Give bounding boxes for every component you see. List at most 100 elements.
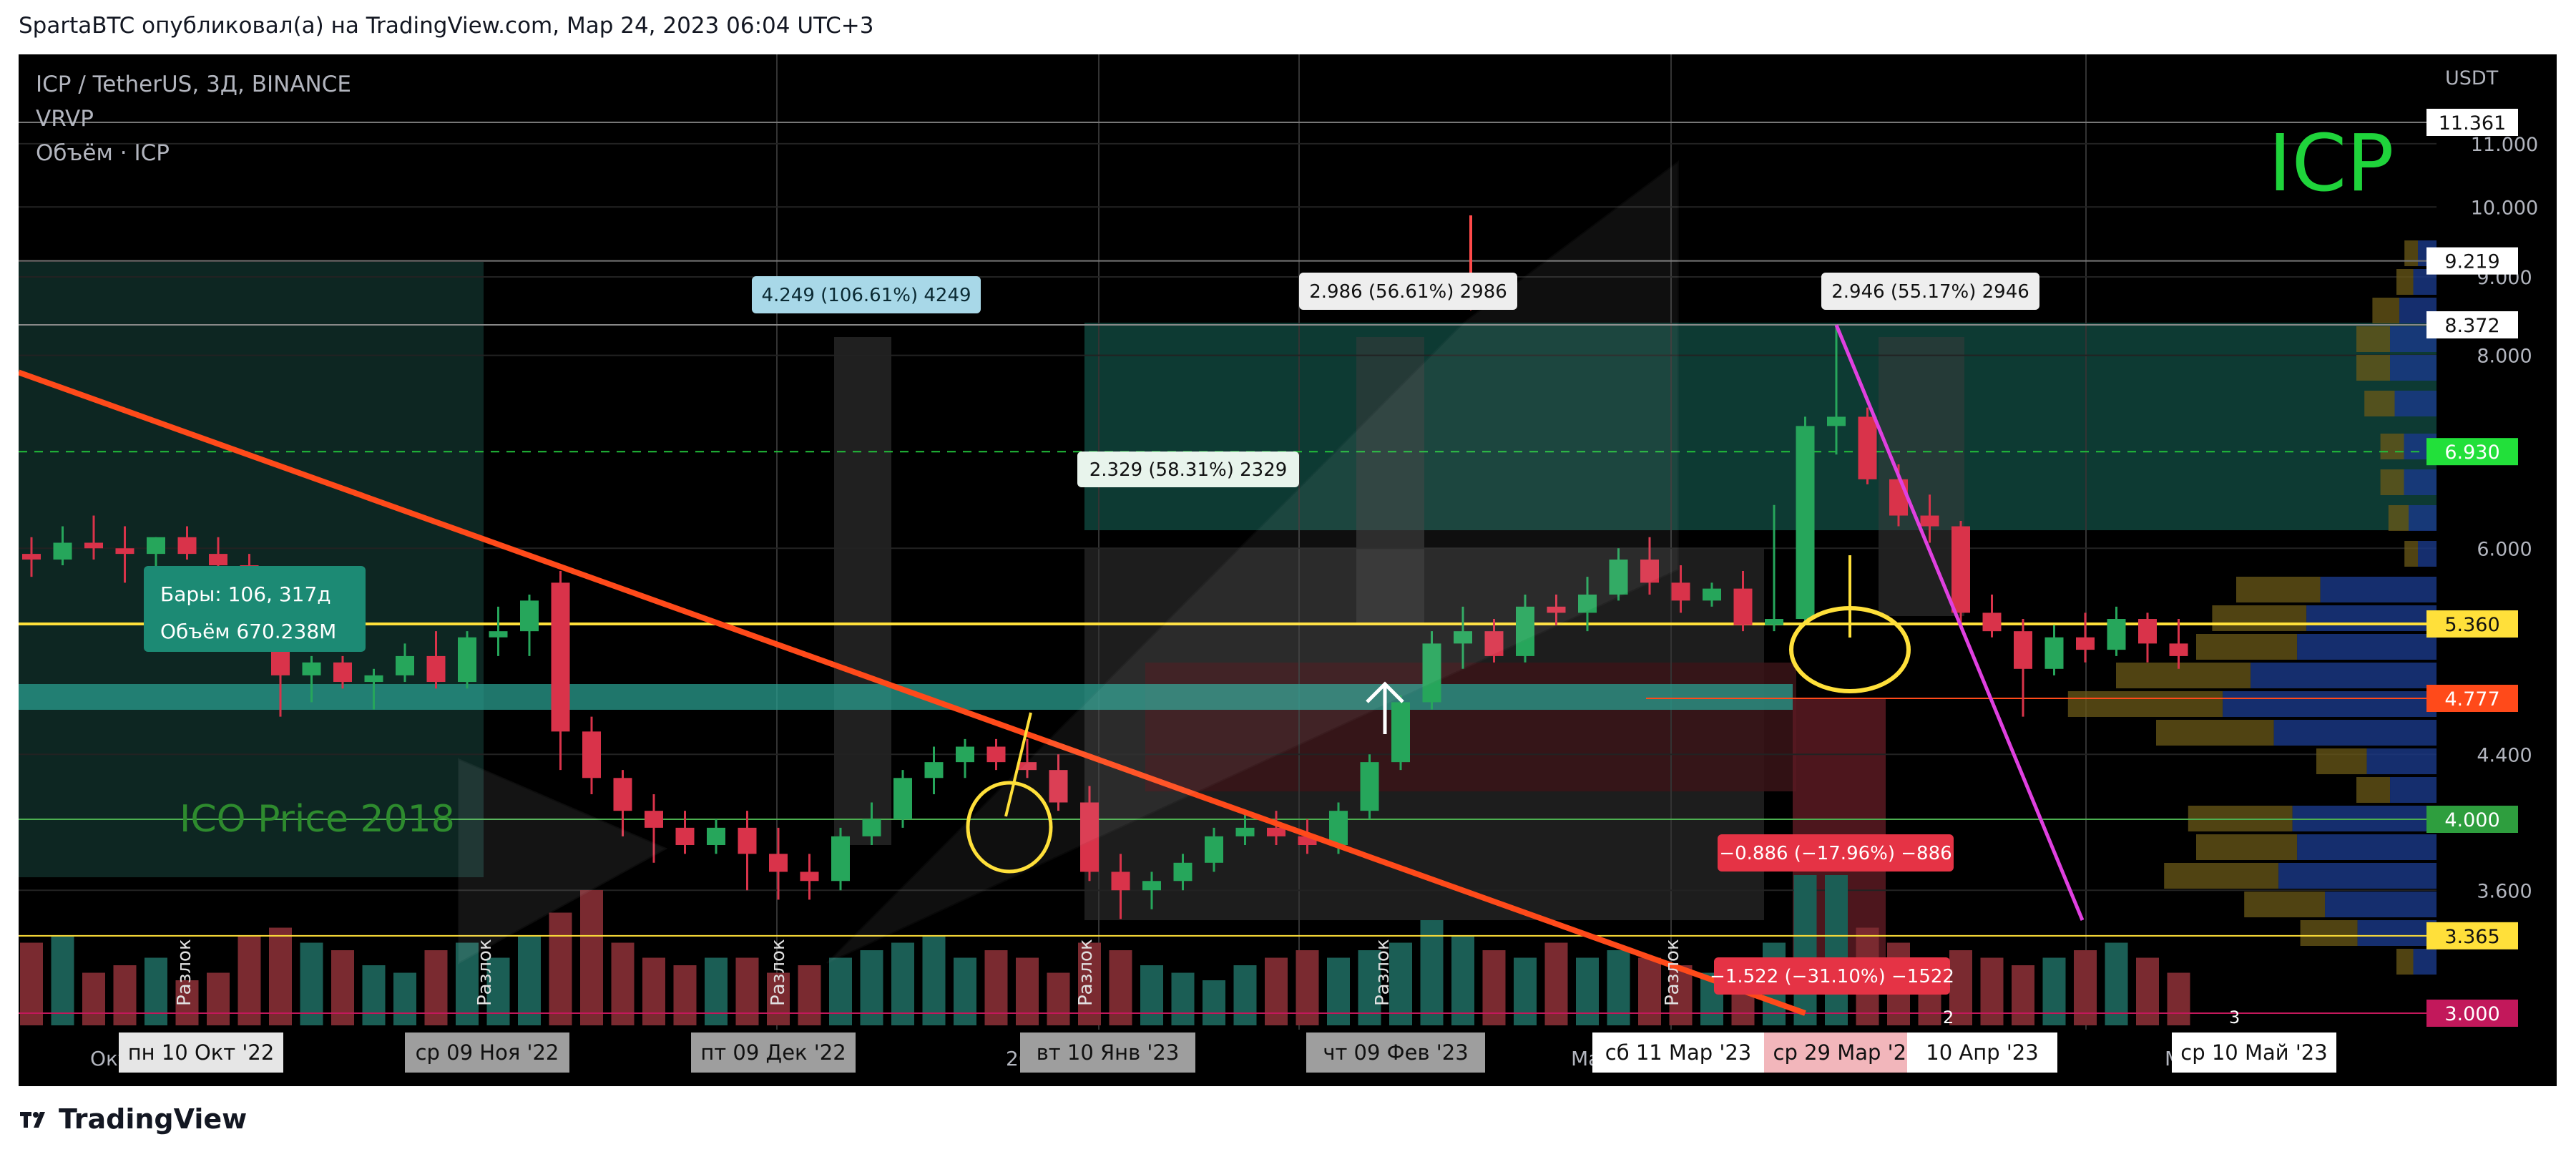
- measure-label-2-bg: [1077, 451, 1299, 487]
- volume-bar: [20, 942, 43, 1025]
- vrvp-down-11: [2306, 605, 2437, 631]
- volume-bar: [1171, 972, 1195, 1025]
- volume-bar: [1203, 980, 1225, 1025]
- candle-body: [333, 662, 352, 683]
- volume-bar: [113, 965, 137, 1025]
- volume-bar: [1296, 950, 1319, 1025]
- time-label-6: ср 29 Мар '23: [1773, 1040, 1920, 1065]
- price-tick-1: 10.000: [2471, 197, 2538, 219]
- legend-indicator-vrvp: VRVP: [36, 106, 94, 132]
- candle-body: [1858, 416, 1877, 479]
- time-label-bg-0: [119, 1032, 283, 1073]
- candle-body: [707, 827, 725, 846]
- candle-body: [769, 854, 788, 872]
- price-label-3: 6.930: [2444, 441, 2499, 464]
- price-label-6: 4.000: [2444, 809, 2499, 831]
- volume-bar: [549, 912, 572, 1025]
- chart-pane[interactable]: 4.249 (106.61%) 4249 2.329 (58.31%) 2329 2…: [19, 54, 2557, 1086]
- candle-body: [1049, 770, 1068, 803]
- measure-label-3-bg: [1299, 273, 1517, 310]
- vrvp-up-14: [2067, 691, 2223, 717]
- candle-body: [147, 537, 165, 555]
- vrvp-up-6: [2380, 434, 2404, 459]
- triangle-pattern: [826, 160, 1679, 964]
- vrvp-down-4: [2390, 355, 2437, 381]
- volume-bar: [1078, 942, 1101, 1025]
- measure-label-2: 2.329 (58.31%) 2329: [1089, 459, 1288, 481]
- grey-bar-3: [1879, 337, 1964, 616]
- vrvp-up-16: [2316, 748, 2367, 774]
- vrvp-down-19: [2297, 834, 2437, 860]
- drop-label-2: −1.522 (−31.10%) −1522: [1710, 966, 1954, 987]
- bars-info-line2: Объём 670.238M: [160, 620, 336, 643]
- volume-bar: [1482, 950, 1506, 1025]
- tradingview-footer[interactable]: TradingView: [19, 1103, 247, 1135]
- split-label-3: Разлок: [1075, 939, 1097, 1006]
- candle-body: [956, 746, 974, 763]
- candle-body: [22, 554, 41, 560]
- split-label-1: Разлок: [474, 939, 496, 1006]
- time-label-bg-1: [405, 1032, 569, 1073]
- vrvp-up-17: [2356, 777, 2391, 803]
- volume-bar: [642, 957, 665, 1025]
- time-label-bg-3: [1020, 1032, 1195, 1073]
- split-label-0: Разлок: [174, 939, 195, 1006]
- candle-body: [1796, 426, 1815, 620]
- vrvp-down-12: [2297, 634, 2437, 660]
- vrvp-up-4: [2356, 355, 2391, 381]
- vrvp-up-7: [2380, 469, 2404, 495]
- volume-bar: [1980, 957, 2004, 1025]
- vrvp-up-2: [2372, 298, 2400, 323]
- time-label-bg-8: [2172, 1032, 2336, 1073]
- candle-body: [1329, 811, 1348, 846]
- candle-body: [520, 600, 539, 632]
- price-label-bg-2: [2426, 311, 2518, 338]
- time-label-bg-5: [1592, 1032, 1764, 1073]
- measure-label-1-bg: [752, 276, 981, 313]
- volume-bar: [1607, 950, 1630, 1025]
- candle-body: [1920, 515, 1939, 527]
- volume-bar: [767, 972, 790, 1025]
- time-label-7: 10 Апр '23: [1926, 1040, 2038, 1065]
- volume-bar: [2042, 957, 2066, 1025]
- candle-body: [458, 637, 476, 683]
- tradingview-brand: TradingView: [59, 1103, 248, 1135]
- grey-bar-2: [1356, 337, 1424, 623]
- volume-bar: [456, 942, 479, 1025]
- candle-body: [738, 827, 757, 854]
- price-chart[interactable]: 4.249 (106.61%) 4249 2.329 (58.31%) 2329 2…: [19, 54, 2557, 1086]
- candle-body: [924, 762, 944, 778]
- price-label-5: 4.777: [2444, 688, 2499, 711]
- candle-body: [1484, 631, 1504, 656]
- volume-bar: [362, 965, 386, 1025]
- volume-bar: [2105, 942, 2128, 1025]
- candle-body: [489, 631, 508, 638]
- split-label-4: Разлок: [1372, 939, 1394, 1006]
- vrvp-up-12: [2196, 634, 2298, 660]
- price-tick-5: 4.400: [2477, 744, 2532, 766]
- vrvp-down-10: [2320, 577, 2437, 602]
- candle-body: [1951, 526, 1970, 613]
- price-tick-4: 6.000: [2477, 538, 2532, 560]
- volume-bar: [860, 950, 883, 1025]
- volume-bar: [82, 972, 105, 1025]
- vrvp-down-14: [2223, 691, 2437, 717]
- volume-bar: [705, 957, 728, 1025]
- volume-bar: [486, 957, 510, 1025]
- volume-bar: [300, 942, 323, 1025]
- candle-body: [1516, 606, 1534, 656]
- vrvp-down-5: [2394, 391, 2437, 416]
- candle-body: [1391, 702, 1410, 763]
- vrvp-up-23: [2396, 949, 2414, 975]
- candle-body: [613, 778, 632, 811]
- price-label-4: 5.360: [2444, 614, 2499, 636]
- yellow-circle-1: [966, 781, 1053, 874]
- candle-body: [893, 778, 912, 819]
- volume-bar: [1793, 875, 1817, 1025]
- measure-label-4-bg: [1821, 273, 2039, 310]
- candle-body: [1609, 560, 1628, 595]
- price-label-bg-3: [2426, 438, 2518, 466]
- candle-body: [986, 746, 1006, 763]
- volume-bar: [829, 957, 852, 1025]
- volume-bar: [1327, 957, 1350, 1025]
